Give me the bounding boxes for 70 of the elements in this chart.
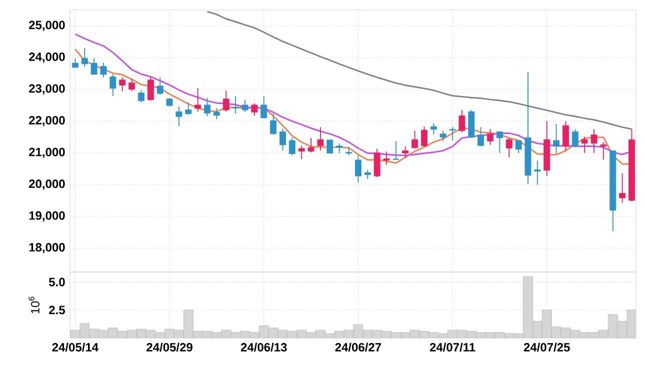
y-tick-label: 24,000 (29, 52, 65, 63)
candlestick (496, 131, 503, 154)
candlestick (619, 172, 626, 204)
candlestick (458, 110, 466, 133)
candlestick (440, 130, 446, 142)
candlestick (336, 142, 343, 154)
candlestick (383, 151, 390, 166)
candlestick (317, 126, 324, 152)
y-tick-label: 5.0 (48, 278, 65, 286)
candlestick (81, 48, 88, 67)
candlestick (326, 139, 334, 154)
candlestick (308, 138, 314, 153)
candlestick (402, 146, 409, 158)
y-tick-label: 21,000 (29, 148, 65, 158)
candlestick (478, 126, 484, 147)
candlestick (100, 62, 107, 78)
candlestick (156, 76, 164, 96)
candlestick (119, 76, 126, 92)
candlestick (232, 96, 239, 114)
candlestick (392, 140, 400, 160)
candlestick (562, 120, 569, 152)
candlestick (553, 124, 560, 154)
x-tick-label: 24/05/29 (146, 342, 192, 352)
candlestick (421, 126, 428, 148)
candlestick (506, 138, 512, 158)
y-tick-label: 19,000 (29, 211, 65, 222)
y-tick-label: 18,000 (29, 243, 65, 254)
candlestick (412, 130, 418, 150)
y-axis-title: 10$^{6}$ (28, 296, 40, 314)
y-tick-label: 25,000 (29, 20, 65, 31)
x-tick-label: 24/05/14 (52, 342, 98, 352)
candlestick (487, 128, 494, 146)
candlestick (110, 74, 116, 97)
candlestick (260, 96, 268, 118)
candlestick (354, 154, 362, 184)
candlestick (242, 99, 248, 112)
candlestick (176, 106, 182, 127)
x-tick-label: 24/06/27 (335, 342, 382, 352)
y-tick-label: 23,000 (29, 84, 65, 95)
y-tick-label: 20,000 (29, 180, 65, 190)
candlestick (534, 160, 541, 186)
candlestick (430, 122, 437, 135)
candlestick (147, 76, 154, 102)
candlestick (222, 90, 230, 112)
candlestick (138, 90, 144, 103)
y-tick-label: 22,000 (29, 116, 65, 126)
candlestick (128, 78, 136, 92)
candlestick (194, 88, 202, 112)
candlestick (185, 102, 192, 116)
candlestick (515, 139, 522, 154)
candlestick (90, 58, 98, 75)
x-tick-label: 24/07/11 (430, 342, 476, 352)
y-tick-label: 2.5 (49, 306, 65, 314)
candlestick (288, 136, 296, 156)
candlestick (280, 128, 286, 152)
candlestick (590, 128, 598, 154)
candlestick (449, 126, 456, 141)
candlestick (572, 128, 578, 148)
candlestick (581, 136, 588, 154)
candlestick (270, 113, 277, 135)
candlestick (600, 142, 607, 160)
candlestick (72, 58, 78, 68)
candlestick (364, 169, 371, 180)
candlestick (251, 102, 258, 116)
candlestick (374, 148, 380, 178)
candlestick (298, 145, 305, 160)
x-tick-label: 24/06/13 (240, 342, 287, 352)
x-tick-label: 24/07/25 (524, 342, 570, 352)
candlestick (213, 108, 220, 120)
candlestick (204, 97, 210, 117)
